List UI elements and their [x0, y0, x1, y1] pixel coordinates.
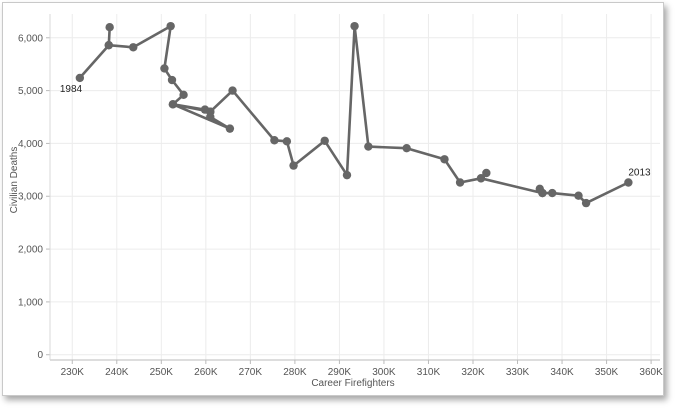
x-tick-label: 360K: [639, 367, 663, 378]
x-tick-label: 350K: [595, 367, 619, 378]
y-tick-label: 1,000: [18, 297, 43, 308]
x-tick-label: 260K: [194, 367, 218, 378]
data-point: [160, 64, 169, 73]
y-tick-label: 4,000: [18, 139, 43, 150]
series-line: [78, 24, 630, 205]
data-point: [624, 178, 633, 187]
data-point: [104, 40, 113, 50]
series: [75, 21, 633, 208]
chart-frame: [2, 2, 664, 396]
x-tick-label: 230K: [61, 367, 85, 378]
y-tick-label: 2,000: [18, 245, 43, 256]
data-point: [270, 136, 279, 145]
data-point: [129, 43, 138, 52]
data-point: [581, 198, 591, 208]
point-label: 1984: [60, 84, 83, 95]
x-tick-label: 280K: [283, 367, 307, 378]
data-point: [75, 73, 85, 83]
y-tick-label: 6,000: [18, 33, 43, 44]
annotations: 1984 2013: [60, 84, 651, 179]
gridlines: [50, 14, 660, 360]
data-point: [289, 161, 298, 170]
data-point: [574, 191, 583, 200]
data-point: [166, 21, 175, 31]
data-point: [179, 90, 188, 100]
axes: 230K 240K 250K 260K 270K 280K 290K 300K 310K 320K…: [18, 14, 663, 378]
data-point: [225, 124, 235, 133]
data-point: [320, 136, 329, 145]
x-tick-label: 250K: [150, 367, 174, 378]
x-tick-label: 240K: [105, 367, 129, 378]
point-label: 2013: [628, 168, 651, 179]
data-point: [364, 142, 373, 151]
data-point: [455, 178, 465, 187]
data-point: [538, 188, 547, 198]
x-tick-label: 300K: [372, 367, 396, 378]
data-point: [282, 137, 292, 146]
data-point: [476, 174, 486, 183]
x-tick-label: 340K: [550, 367, 574, 378]
data-point: [342, 170, 352, 180]
x-tick-label: 320K: [461, 367, 485, 378]
y-axis-title: Civilian Deaths: [9, 147, 20, 214]
data-point: [548, 188, 557, 198]
y-tick-label: 5,000: [18, 86, 43, 97]
data-point: [440, 155, 449, 164]
x-tick-label: 290K: [328, 367, 352, 378]
x-tick-label: 270K: [239, 367, 263, 378]
data-point: [402, 143, 411, 153]
x-tick-label: 330K: [506, 367, 530, 378]
y-tick-label: 0: [37, 350, 43, 361]
data-point: [105, 23, 114, 32]
data-point: [167, 75, 177, 85]
data-point: [482, 168, 491, 178]
data-point: [168, 100, 178, 109]
x-axis-title: Career Firefighters: [311, 378, 394, 389]
data-point: [228, 86, 237, 95]
data-point: [350, 21, 359, 31]
y-tick-label: 3,000: [18, 192, 43, 203]
data-point: [206, 107, 215, 116]
x-tick-label: 310K: [417, 367, 441, 378]
